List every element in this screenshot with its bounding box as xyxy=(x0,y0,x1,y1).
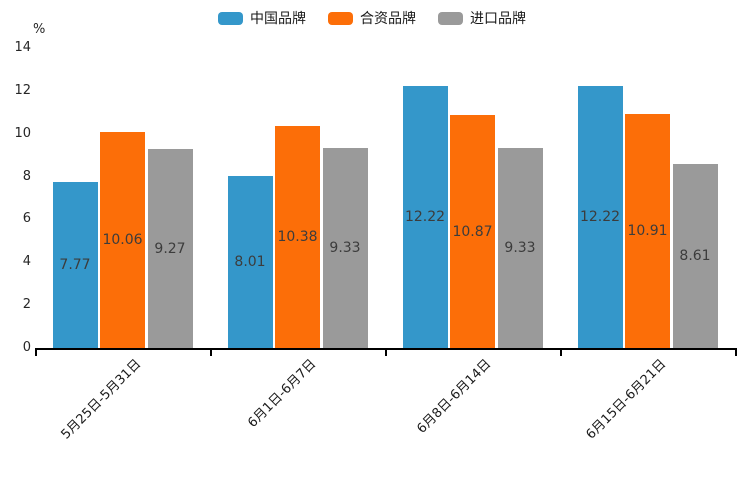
legend-swatch xyxy=(438,11,463,25)
x-axis-tick xyxy=(385,350,387,356)
x-axis-tick xyxy=(735,350,737,356)
y-tick-label: 4 xyxy=(22,254,31,270)
y-tick-label: 12 xyxy=(14,82,31,98)
bar xyxy=(577,86,623,348)
bar-value-label: 12.22 xyxy=(404,209,446,226)
bar-value-label: 9.33 xyxy=(504,240,536,257)
bar xyxy=(322,148,368,348)
bar xyxy=(275,125,320,348)
y-tick-label: 8 xyxy=(22,168,31,184)
bar-value-label: 10.87 xyxy=(452,223,493,240)
y-tick-label: 6 xyxy=(22,211,31,227)
bar xyxy=(672,163,718,348)
bar xyxy=(497,148,543,348)
x-axis-tick xyxy=(35,350,37,356)
legend-swatch xyxy=(328,11,353,25)
legend-item: 进口品牌 xyxy=(438,8,526,28)
x-axis-line xyxy=(35,348,737,350)
legend: 中国品牌 合资品牌 进口品牌 xyxy=(0,8,744,28)
bar xyxy=(52,181,98,348)
y-tick-label: 2 xyxy=(22,297,31,313)
x-category-label: 5月25日-5月31日 xyxy=(58,356,144,443)
x-axis-tick xyxy=(210,350,212,356)
bar-value-label: 10.38 xyxy=(277,228,318,245)
bar-value-label: 7.77 xyxy=(59,256,91,273)
legend-label: 中国品牌 xyxy=(250,11,306,27)
bar-value-label: 10.91 xyxy=(627,223,668,240)
legend-swatch xyxy=(218,11,243,25)
x-category-label: 6月15日-6月21日 xyxy=(583,356,669,443)
bar-value-label: 8.61 xyxy=(679,247,711,264)
bar xyxy=(450,115,495,348)
legend-item: 合资品牌 xyxy=(328,8,416,28)
y-tick-label: 14 xyxy=(14,40,31,55)
bar-value-label: 8.01 xyxy=(234,254,266,271)
bar-value-label: 9.27 xyxy=(154,240,186,257)
x-category-label: 6月8日-6月14日 xyxy=(413,356,494,437)
y-tick-label: 10 xyxy=(14,125,31,141)
bar xyxy=(147,149,193,348)
bar-value-label: 12.22 xyxy=(579,209,621,226)
legend-item: 中国品牌 xyxy=(218,8,306,28)
x-category-label: 6月1日-6月7日 xyxy=(244,356,319,431)
bar-value-label: 9.33 xyxy=(329,240,361,257)
y-tick-label: 0 xyxy=(22,340,31,355)
legend-label: 进口品牌 xyxy=(470,11,526,27)
bar-value-label: 10.06 xyxy=(102,232,143,249)
y-axis-unit-label: % xyxy=(33,22,46,37)
bar xyxy=(227,176,273,348)
bar xyxy=(402,86,448,348)
x-axis-tick xyxy=(560,350,562,356)
bar xyxy=(625,114,670,348)
bar xyxy=(100,132,145,348)
legend-label: 合资品牌 xyxy=(360,11,416,27)
